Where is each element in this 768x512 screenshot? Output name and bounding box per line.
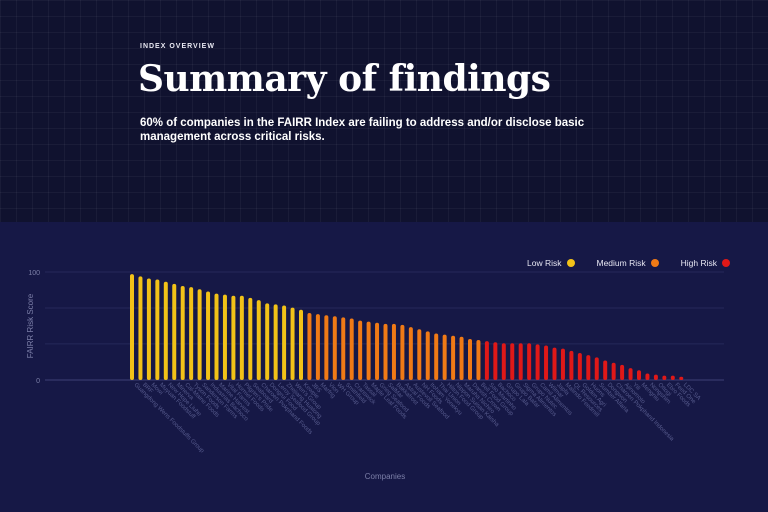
bar[interactable]: [476, 340, 481, 380]
bar[interactable]: [653, 374, 658, 380]
bar[interactable]: [349, 318, 354, 380]
bar[interactable]: [518, 343, 523, 380]
bar[interactable]: [586, 355, 591, 380]
legend-dot-high: [722, 259, 730, 267]
legend-dot-medium: [650, 259, 659, 267]
bar[interactable]: [484, 341, 489, 380]
bar[interactable]: [611, 362, 616, 380]
bar[interactable]: [535, 344, 540, 380]
bar[interactable]: [341, 317, 346, 380]
bar[interactable]: [493, 342, 498, 380]
bar[interactable]: [527, 343, 532, 380]
bar[interactable]: [391, 323, 396, 380]
bar[interactable]: [637, 370, 641, 380]
chart-legend: Low Risk Medium Risk High Risk: [500, 256, 730, 270]
bar[interactable]: [569, 350, 574, 380]
bar[interactable]: [459, 336, 464, 380]
y-axis-label: FAIRR Risk Score: [26, 293, 35, 358]
bar[interactable]: [290, 307, 295, 380]
legend-label-low: Low Risk: [527, 258, 562, 268]
bar[interactable]: [544, 345, 549, 380]
bar[interactable]: [451, 335, 456, 380]
bar[interactable]: [417, 329, 422, 380]
legend-label-high: High Risk: [680, 258, 717, 268]
bar[interactable]: [256, 300, 261, 380]
bar[interactable]: [282, 305, 287, 380]
bar[interactable]: [324, 315, 329, 380]
bar[interactable]: [273, 304, 278, 380]
bar[interactable]: [197, 289, 202, 380]
legend-item-high[interactable]: High Risk: [681, 258, 730, 268]
bar[interactable]: [214, 293, 219, 380]
bar[interactable]: [628, 368, 633, 380]
bar[interactable]: [366, 321, 371, 380]
x-tick-label: Yili: [631, 382, 641, 392]
bar[interactable]: [408, 327, 413, 380]
bar[interactable]: [358, 320, 363, 380]
bar[interactable]: [679, 376, 684, 380]
bar[interactable]: [299, 309, 303, 380]
bar[interactable]: [375, 322, 380, 380]
bar[interactable]: [189, 287, 194, 380]
eyebrow-label: INDEX OVERVIEW: [140, 43, 215, 50]
legend-label-medium: Medium Risk: [596, 258, 646, 268]
bar[interactable]: [206, 291, 211, 380]
bar[interactable]: [620, 364, 625, 380]
bar[interactable]: [332, 316, 337, 380]
bar[interactable]: [383, 323, 388, 380]
bar[interactable]: [315, 314, 320, 380]
bar[interactable]: [670, 375, 675, 380]
bar[interactable]: [400, 324, 405, 380]
y-tick-label: 100: [28, 270, 40, 277]
page-subtitle: 60% of companies in the FAIRR Index are …: [140, 117, 585, 143]
x-axis-label: Companies: [365, 472, 405, 481]
bar[interactable]: [425, 331, 430, 380]
bar[interactable]: [130, 274, 134, 380]
page-title: Summary of findings: [138, 58, 551, 100]
bar[interactable]: [434, 333, 439, 380]
legend-dot-low: [566, 259, 575, 267]
bar[interactable]: [662, 375, 667, 380]
chart-bars: [130, 274, 684, 380]
bar[interactable]: [560, 348, 565, 380]
bar[interactable]: [577, 353, 582, 380]
bar[interactable]: [594, 357, 599, 380]
legend-item-medium[interactable]: Medium Risk: [597, 258, 659, 268]
bar[interactable]: [222, 294, 227, 380]
bar[interactable]: [501, 343, 506, 380]
bar[interactable]: [248, 297, 253, 380]
bar[interactable]: [155, 279, 160, 380]
bar[interactable]: [163, 281, 168, 380]
bar[interactable]: [172, 283, 177, 380]
bar[interactable]: [138, 276, 143, 380]
bar[interactable]: [239, 295, 244, 380]
bar[interactable]: [442, 334, 447, 380]
bar[interactable]: [307, 313, 312, 380]
bar[interactable]: [146, 278, 151, 380]
bar[interactable]: [510, 343, 515, 380]
bar[interactable]: [603, 360, 608, 380]
legend-item-low[interactable]: Low Risk: [527, 258, 575, 268]
bar[interactable]: [468, 338, 472, 380]
bar[interactable]: [645, 373, 650, 380]
bar[interactable]: [231, 295, 236, 380]
bar[interactable]: [180, 286, 185, 380]
bar[interactable]: [552, 347, 557, 380]
y-tick-label: 0: [36, 378, 40, 385]
chart-category-labels: Guangdong Wens Foodstuffs GroupBRFMowiMu…: [133, 382, 702, 455]
bar[interactable]: [265, 303, 270, 380]
hero-banner: [0, 0, 768, 222]
